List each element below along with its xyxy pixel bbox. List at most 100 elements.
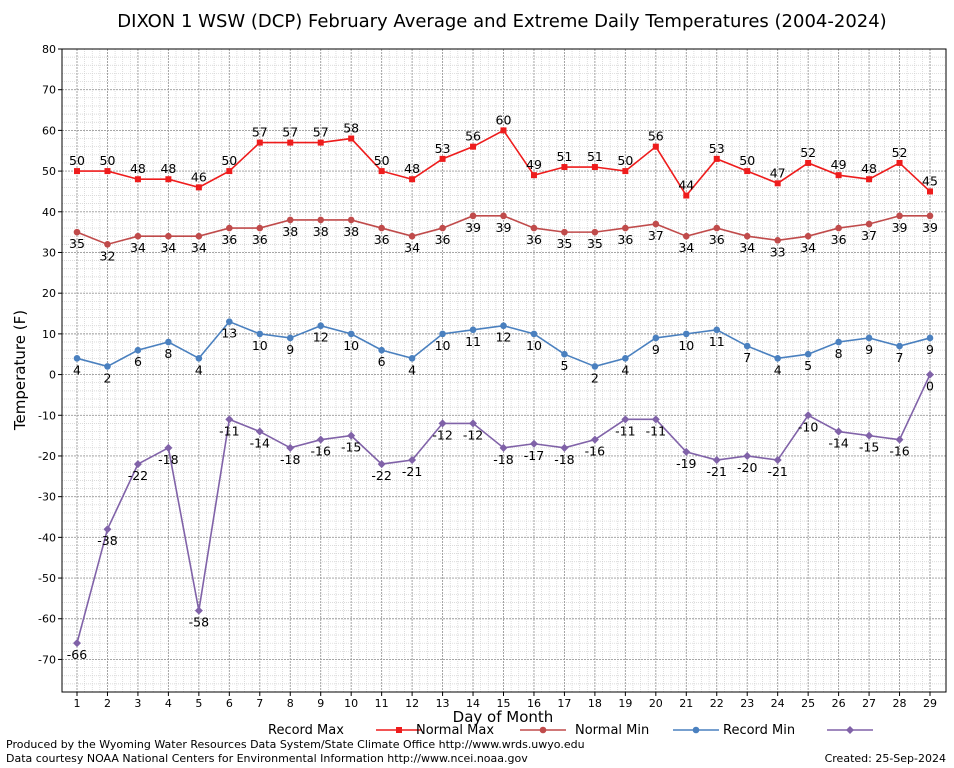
data-label-normal-min: 12 [313, 330, 329, 345]
data-label-record-max: 57 [282, 125, 298, 140]
data-point-record-min [255, 427, 264, 436]
data-label-normal-min: 13 [221, 326, 237, 341]
data-point-record-min [408, 456, 417, 465]
x-tick-label: 13 [436, 697, 450, 710]
data-label-record-max: 50 [617, 153, 633, 168]
data-label-record-max: 51 [556, 149, 572, 164]
data-label-record-min: -14 [828, 436, 848, 451]
data-label-record-max: 47 [770, 165, 786, 180]
data-label-record-max: 56 [465, 129, 481, 144]
data-point-record-max [622, 168, 629, 175]
legend-label-record-min: Record Min [723, 723, 795, 738]
data-point-record-min [560, 443, 569, 452]
data-point-record-max [470, 143, 477, 150]
data-label-normal-max: 36 [374, 232, 390, 247]
data-label-record-max: 56 [648, 129, 664, 144]
y-tick-label: -60 [38, 613, 56, 626]
data-point-record-min [286, 443, 295, 452]
data-label-record-min: -21 [707, 464, 727, 479]
data-point-normal-max [347, 216, 355, 224]
data-label-record-min: -58 [189, 615, 209, 630]
data-point-normal-max [804, 232, 812, 240]
x-tick-label: 12 [405, 697, 419, 710]
data-point-normal-min [408, 354, 416, 362]
data-label-normal-min: 6 [378, 354, 386, 369]
x-tick-label: 2 [104, 697, 111, 710]
data-label-record-max: 58 [343, 121, 359, 136]
data-point-record-min [865, 431, 874, 440]
data-point-record-max [896, 159, 903, 166]
data-label-normal-min: 7 [743, 350, 751, 365]
data-point-normal-max [286, 216, 294, 224]
data-label-normal-max: 35 [69, 236, 85, 251]
data-point-normal-min [286, 334, 294, 342]
data-label-normal-min: 9 [652, 342, 660, 357]
data-point-record-min [712, 456, 721, 465]
data-point-record-max [104, 168, 111, 175]
data-point-record-max [74, 168, 80, 175]
x-tick-label: 11 [375, 697, 389, 710]
legend-label-normal-min: Normal Min [575, 723, 649, 738]
data-point-normal-min [591, 363, 599, 370]
data-label-normal-min: 4 [621, 362, 629, 377]
legend-marker-normal-min [692, 726, 700, 734]
data-label-record-max: 60 [496, 112, 512, 127]
legend: Record Max Normal Max Normal Min Record Min [268, 723, 873, 738]
data-point-normal-max [104, 241, 111, 248]
data-point-normal-max [926, 212, 934, 220]
data-point-record-max [378, 168, 385, 175]
data-label-record-min: -14 [250, 436, 270, 451]
data-label-normal-min: 4 [73, 362, 81, 377]
data-label-normal-max: 39 [465, 220, 481, 235]
data-point-normal-max [743, 232, 751, 240]
x-tick-label: 22 [710, 697, 724, 710]
y-tick-label: 40 [42, 206, 56, 219]
data-label-normal-max: 34 [678, 240, 694, 255]
legend-item-normal-max: Normal Max [416, 723, 566, 738]
x-tick-label: 28 [893, 697, 907, 710]
x-tick-label: 6 [226, 697, 233, 710]
data-label-record-max: 48 [160, 161, 176, 176]
grid [62, 48, 946, 693]
data-point-normal-min [713, 326, 721, 334]
x-tick-label: 10 [344, 697, 358, 710]
data-point-record-max [409, 176, 416, 183]
x-tick-label: 14 [466, 697, 480, 710]
data-label-normal-min: 8 [164, 346, 172, 361]
data-point-record-max [134, 176, 141, 183]
x-axis-ticks: 1 2 3 4 5 6 7 8 9 10 11 12 13 14 15 16 17 18 19 20 21 22 23 24 2… [74, 692, 937, 710]
data-point-normal-max [865, 220, 873, 228]
data-label-normal-max: 36 [709, 232, 725, 247]
data-point-record-min [651, 415, 660, 424]
footer-courtesy: Data courtesy NOAA National Centers for … [6, 752, 528, 765]
series-record-max [74, 127, 933, 199]
data-label-record-min: -10 [798, 419, 818, 434]
data-point-record-max [317, 139, 324, 146]
data-label-normal-max: 34 [160, 240, 176, 255]
x-tick-label: 15 [497, 697, 511, 710]
data-point-record-max [683, 192, 690, 199]
data-point-record-max [835, 172, 842, 179]
data-point-normal-min [134, 346, 142, 354]
y-tick-label: -10 [38, 409, 56, 422]
data-label-normal-min: 9 [865, 342, 873, 357]
data-point-normal-min [682, 330, 690, 338]
data-label-record-max: 46 [191, 169, 207, 184]
data-point-record-min [743, 451, 752, 460]
data-label-normal-max: 35 [556, 236, 572, 251]
data-point-record-max [256, 139, 263, 146]
y-tick-label: 10 [42, 328, 56, 341]
data-point-normal-max [835, 224, 842, 232]
data-label-record-min: -38 [97, 533, 117, 548]
data-point-normal-max [652, 220, 660, 228]
y-tick-label: 20 [42, 287, 56, 300]
x-tick-label: 4 [165, 697, 172, 710]
data-label-record-min: -16 [585, 444, 605, 459]
data-point-record-max [561, 164, 568, 171]
x-tick-label: 5 [195, 697, 202, 710]
data-point-record-min [590, 435, 599, 444]
data-label-normal-min: 10 [526, 338, 542, 353]
data-point-normal-min [622, 354, 629, 362]
data-point-record-min [73, 639, 81, 648]
data-label-record-min: -15 [341, 440, 361, 455]
